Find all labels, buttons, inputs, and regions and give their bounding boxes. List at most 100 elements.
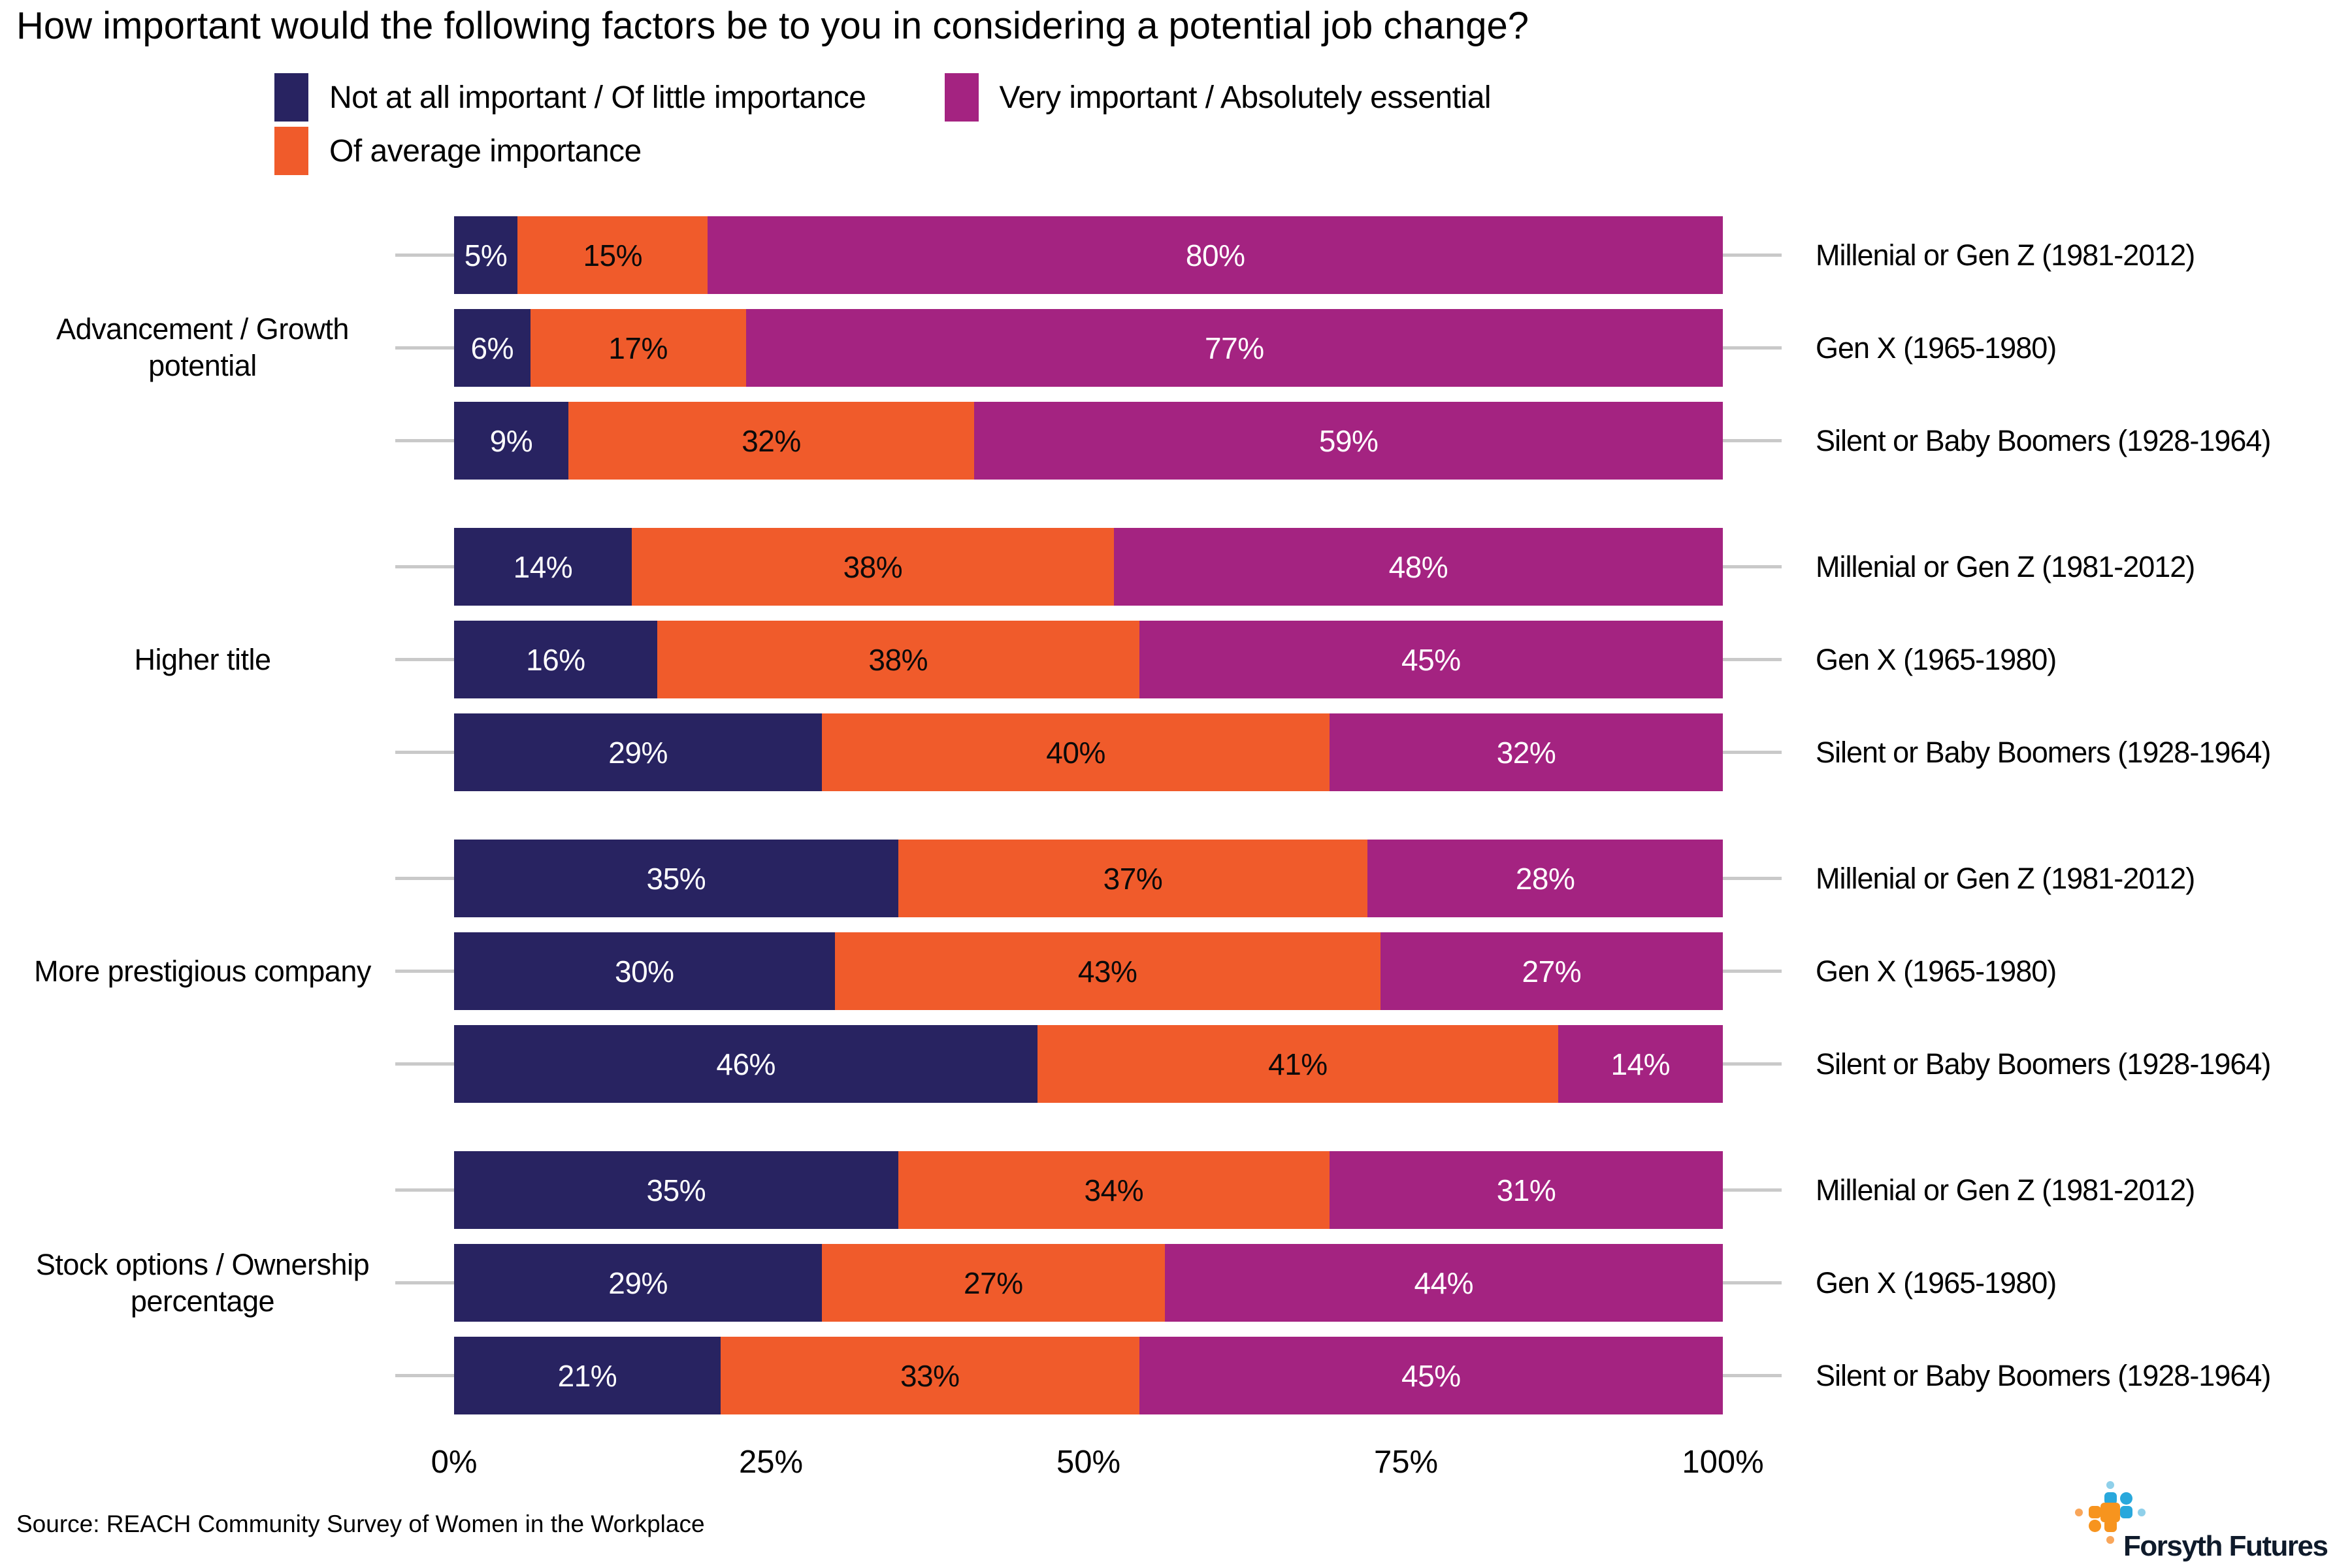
stacked-bar: 16% 38% 45% [454,621,1723,698]
stacked-bar: 46% 41% 14% [454,1025,1723,1103]
segment-value-label: 27% [1522,954,1582,988]
legend-item-very-important: Very important / Absolutely essential [944,73,1492,122]
factor-label-advancement: Advancement / Growth potential [56,312,349,382]
segment-very-important: 28% [1367,840,1723,917]
forsyth-futures-dots-icon [2071,1478,2149,1546]
factor-label-higher-title: Higher title [134,642,271,676]
left-tick [395,346,454,350]
right-tick [1723,658,1782,661]
generation-label: Silent or Baby Boomers (1928-1964) [1816,735,2271,769]
segment-value-label: 29% [608,735,668,770]
left-tick [395,877,454,880]
segment-value-label: 44% [1414,1266,1474,1300]
segment-not-important: 5% [454,216,518,294]
bar-row: 46% 41% 14% Silent or Baby Boomers (1928… [395,1025,2271,1103]
segment-value-label: 6% [470,331,514,365]
segment-not-important: 35% [454,840,898,917]
legend: Not at all important / Of little importa… [274,73,1492,175]
segment-value-label: 15% [583,238,643,272]
forsyth-futures-logo: Forsyth Futures [2071,1478,2345,1563]
bar-row: 9% 32% 59% Silent or Baby Boomers (1928-… [395,402,2271,480]
stacked-bar: 14% 38% 48% [454,528,1723,606]
bar-row: 5% 15% 80% Millenial or Gen Z (1981-2012… [395,216,2195,294]
stacked-bar: 35% 34% 31% [454,1151,1723,1229]
generation-label: Millenial or Gen Z (1981-2012) [1816,238,2195,272]
left-tick [395,970,454,973]
segment-not-important: 30% [454,932,835,1010]
segment-value-label: 45% [1401,642,1461,677]
generation-label: Gen X (1965-1980) [1816,954,2057,988]
segment-value-label: 32% [742,423,801,458]
segment-average: 32% [568,402,975,480]
segment-value-label: 32% [1496,735,1556,770]
segment-value-label: 77% [1205,331,1264,365]
generation-label: Gen X (1965-1980) [1816,642,2057,676]
x-axis-tick-label: 50% [1056,1445,1121,1480]
bar-row: 35% 37% 28% Millenial or Gen Z (1981-201… [395,840,2195,917]
segment-not-important: 6% [454,309,531,387]
left-tick [395,1281,454,1284]
right-tick [1723,1188,1782,1192]
segment-value-label: 45% [1401,1358,1461,1393]
segment-average: 15% [517,216,708,294]
generation-label: Millenial or Gen Z (1981-2012) [1816,861,2195,895]
segment-very-important: 59% [974,402,1723,480]
generation-label: Gen X (1965-1980) [1816,1266,2057,1299]
factor-label-prestigious-company: More prestigious company [34,954,371,988]
legend-label: Of average importance [329,133,642,169]
segment-very-important: 80% [708,216,1723,294]
generation-label: Millenial or Gen Z (1981-2012) [1816,549,2195,583]
segment-value-label: 16% [526,642,585,677]
segment-value-label: 21% [557,1358,617,1393]
legend-item-average: Of average importance [274,127,642,175]
stacked-bar: 21% 33% 45% [454,1337,1723,1414]
segment-very-important: 45% [1139,1337,1723,1414]
right-tick [1723,565,1782,568]
segment-value-label: 43% [1077,954,1137,988]
segment-value-label: 14% [513,549,573,584]
bar-row: 14% 38% 48% Millenial or Gen Z (1981-201… [395,528,2195,606]
generation-label: Silent or Baby Boomers (1928-1964) [1816,1358,2271,1392]
segment-average: 37% [898,840,1368,917]
segment-not-important: 16% [454,621,657,698]
segment-average: 38% [631,528,1114,606]
right-tick [1723,346,1782,350]
generation-label: Silent or Baby Boomers (1928-1964) [1816,1047,2271,1081]
x-axis-tick-label: 100% [1682,1445,1764,1480]
segment-value-label: 14% [1610,1047,1671,1081]
stacked-bar: 35% 37% 28% [454,840,1723,917]
segment-value-label: 28% [1515,861,1575,896]
segment-not-important: 9% [454,402,568,480]
bar-row: 16% 38% 45% Gen X (1965-1980) [395,621,2057,698]
segment-average: 33% [720,1337,1139,1414]
segment-value-label: 59% [1318,423,1379,458]
right-tick [1723,439,1782,442]
right-tick [1723,1374,1782,1377]
right-tick [1723,877,1782,880]
stacked-bar: 5% 15% 80% [454,216,1723,294]
legend-label: Not at all important / Of little importa… [329,80,866,115]
bar-row: 30% 43% 27% Gen X (1965-1980) [395,932,2057,1010]
left-tick [395,1188,454,1192]
x-axis-tick-label: 25% [738,1445,804,1480]
segment-very-important: 32% [1329,713,1723,791]
segment-value-label: 27% [964,1266,1023,1300]
left-tick [395,565,454,568]
segment-average: 17% [530,309,746,387]
bar-row: 29% 27% 44% Gen X (1965-1980) [395,1244,2057,1322]
stacked-bar: 6% 17% 77% [454,309,1723,387]
segment-value-label: 40% [1046,735,1105,770]
right-tick [1723,1281,1782,1284]
segment-value-label: 41% [1268,1047,1328,1081]
x-axis-tick-label: 75% [1373,1445,1439,1480]
source-note: Source: REACH Community Survey of Women … [16,1511,705,1537]
segment-value-label: 34% [1084,1173,1144,1207]
stacked-bar: 30% 43% 27% [454,932,1723,1010]
segment-very-important: 45% [1139,621,1723,698]
segment-value-label: 80% [1185,238,1245,272]
stacked-bar: 29% 40% 32% [454,713,1723,791]
segment-average: 43% [834,932,1380,1010]
segment-value-label: 38% [843,549,903,584]
factor-label-stock-options: Stock options / Ownership percentage [35,1247,370,1318]
segment-not-important: 21% [454,1337,721,1414]
